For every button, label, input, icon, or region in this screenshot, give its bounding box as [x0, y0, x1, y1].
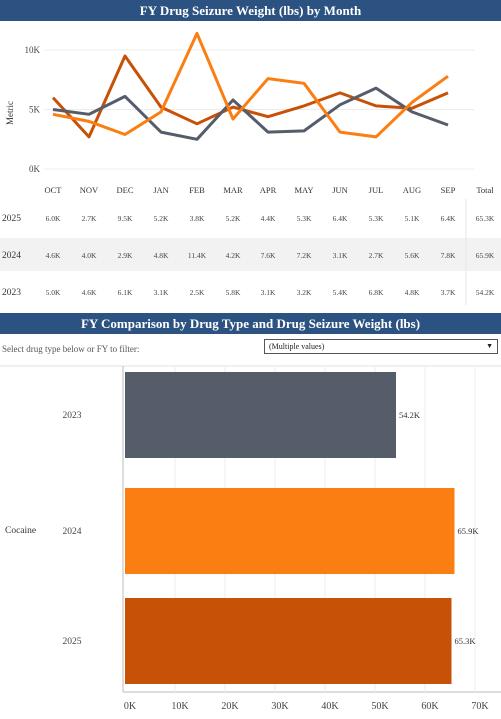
filter-selected-value: (Multiple values) [269, 342, 325, 351]
bar-2023[interactable] [125, 372, 396, 458]
table-row-label: 2025 [2, 214, 21, 224]
table-cell: 5.1K [405, 214, 420, 223]
chevron-down-icon: ▼ [486, 342, 493, 350]
table-cell: 3.2K [297, 288, 312, 297]
table-row-label: 2024 [2, 251, 21, 261]
line-chart-title: FY Drug Seizure Weight (lbs) by Month [0, 0, 501, 21]
month-column-header: OCT [45, 185, 63, 195]
table-cell: 3.8K [190, 214, 205, 223]
table-row [0, 238, 501, 271]
table-cell: 4.8K [154, 251, 169, 260]
line-y-axis-label: Metric [5, 101, 15, 125]
fy-category-label: 2024 [63, 527, 82, 537]
table-cell: 5.3K [297, 214, 312, 223]
month-column-header: MAR [223, 185, 243, 195]
table-cell: 7.2K [297, 251, 312, 260]
month-column-header: FEB [189, 185, 205, 195]
bar-value-label: 65.3K [455, 636, 477, 646]
table-cell: 7.8K [441, 251, 456, 260]
table-row-label: 2023 [2, 288, 21, 298]
month-column-header: AUG [403, 185, 421, 195]
table-cell: 65.9K [476, 251, 495, 260]
bar-x-tick-label: 40K [321, 701, 339, 712]
table-cell: 2.9K [118, 251, 133, 260]
table-cell: 6.0K [46, 214, 61, 223]
bar-x-tick-label: 60K [421, 701, 439, 712]
table-cell: 4.6K [46, 251, 61, 260]
table-cell: 2.7K [369, 251, 384, 260]
line-y-tick-label: 0K [29, 164, 41, 174]
table-cell: 6.4K [333, 214, 348, 223]
bar-x-tick-label: 50K [371, 701, 389, 712]
table-cell: 4.6K [82, 288, 97, 297]
table-cell: 6.8K [369, 288, 384, 297]
table-cell: 4.2K [226, 251, 241, 260]
table-cell: 7.6K [261, 251, 276, 260]
month-column-header: NOV [80, 185, 99, 195]
month-column-header: JAN [153, 185, 169, 195]
bar-2024[interactable] [125, 488, 455, 574]
drug-type-filter-dropdown[interactable]: (Multiple values) ▼ [264, 339, 498, 354]
fy-bar-chart: 0K 10K 20K 30K 40K 50K 60K 70K Cocaine 2023 54.2K… [0, 365, 501, 712]
bar-x-tick-label: 70K [471, 701, 489, 712]
table-cell: 4.0K [82, 251, 97, 260]
drug-type-label: Cocaine [5, 526, 36, 536]
table-cell: 54.2K [476, 288, 495, 297]
table-cell: 6.1K [118, 288, 133, 297]
table-cell: 4.8K [405, 288, 420, 297]
table-cell: 5.8K [226, 288, 241, 297]
bar-value-label: 65.9K [458, 526, 480, 536]
table-cell: 11.4K [188, 251, 207, 260]
month-column-header: JUN [332, 185, 348, 195]
series-line-2024 [52, 31, 449, 139]
month-column-header: DEC [117, 185, 134, 195]
bar-chart-title: FY Comparison by Drug Type and Drug Seiz… [0, 313, 501, 334]
table-cell: 6.4K [441, 214, 456, 223]
total-column-header: Total [476, 185, 494, 195]
table-cell: 65.3K [476, 214, 495, 223]
table-cell: 5.4K [333, 288, 348, 297]
fy-category-label: 2023 [63, 411, 82, 421]
filter-label: Select drug type below or FY to filter: [2, 344, 140, 354]
month-column-header: SEP [441, 185, 456, 195]
table-cell: 2.7K [82, 214, 97, 223]
month-column-header: MAY [294, 185, 313, 195]
table-cell: 2.5K [190, 288, 205, 297]
table-cell: 3.1K [154, 288, 169, 297]
table-cell: 3.1K [333, 251, 348, 260]
month-column-header: JUL [369, 185, 384, 195]
series-line-2025 [51, 54, 449, 139]
month-column-header: APR [260, 185, 277, 195]
monthly-line-chart: 0K 5K 10K Metric OCT NOV DEC JAN FEB MAR APR MAY J… [5, 31, 494, 195]
line-y-tick-label: 5K [29, 105, 41, 115]
line-y-tick-label: 10K [25, 45, 41, 55]
table-cell: 3.7K [441, 288, 456, 297]
bar-value-label: 54.2K [399, 410, 421, 420]
series-line-2023 [52, 86, 449, 141]
bar-2025[interactable] [125, 598, 452, 684]
table-cell: 4.4K [261, 214, 276, 223]
table-cell: 9.5K [118, 214, 133, 223]
bar-x-tick-label: 10K [171, 701, 189, 712]
table-cell: 5.2K [154, 214, 169, 223]
table-cell: 5.3K [369, 214, 384, 223]
table-cell: 5.6K [405, 251, 420, 260]
fy-category-label: 2025 [63, 637, 82, 647]
table-cell: 3.1K [261, 288, 276, 297]
table-cell: 5.0K [46, 288, 61, 297]
bar-x-tick-label: 20K [221, 701, 239, 712]
bar-x-tick-label: 30K [271, 701, 289, 712]
monthly-table: 2025 6.0K 2.7K 9.5K 5.2K 3.8K 5.2K 4.4K 5.3K 6.4K… [2, 199, 495, 305]
bar-x-tick-label: 0K [124, 701, 137, 712]
table-cell: 5.2K [226, 214, 241, 223]
